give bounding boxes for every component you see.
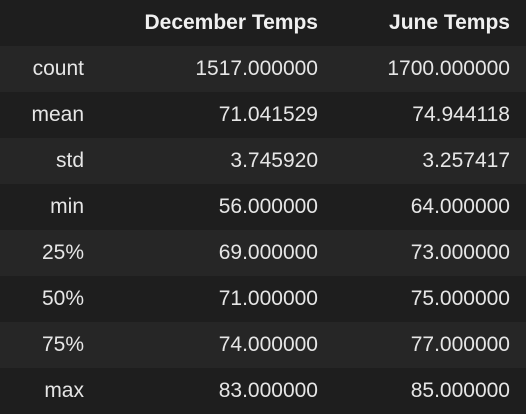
cell-december: 83.000000 — [218, 379, 318, 402]
row-label: min — [50, 195, 84, 218]
column-header-december: December Temps — [144, 11, 318, 34]
row-label: 25% — [41, 241, 84, 264]
cell-june: 73.000000 — [410, 241, 510, 264]
cell-december: 3.745920 — [230, 149, 318, 172]
cell-june: 77.000000 — [410, 333, 510, 356]
cell-december: 71.041529 — [218, 103, 318, 126]
column-header-june: June Temps — [389, 11, 510, 34]
table-row: 50% 71.000000 75.000000 — [0, 276, 526, 322]
index-header — [0, 0, 98, 46]
row-label: 50% — [41, 287, 84, 310]
cell-june: 1700.000000 — [387, 57, 510, 80]
table-row: max 83.000000 85.000000 — [0, 368, 526, 414]
row-label: max — [44, 379, 84, 402]
table-row: 25% 69.000000 73.000000 — [0, 230, 526, 276]
row-label: 75% — [41, 333, 84, 356]
cell-june: 75.000000 — [410, 287, 510, 310]
cell-december: 71.000000 — [218, 287, 318, 310]
row-label: count — [32, 57, 84, 80]
table-row: std 3.745920 3.257417 — [0, 138, 526, 184]
table-row: min 56.000000 64.000000 — [0, 184, 526, 230]
cell-june: 85.000000 — [410, 379, 510, 402]
cell-december: 1517.000000 — [195, 57, 318, 80]
row-label: std — [55, 149, 84, 172]
cell-june: 64.000000 — [410, 195, 510, 218]
header-row: December Temps June Temps — [0, 0, 526, 46]
table-row: count 1517.000000 1700.000000 — [0, 46, 526, 92]
table-row: 75% 74.000000 77.000000 — [0, 322, 526, 368]
row-label: mean — [31, 103, 84, 126]
cell-december: 56.000000 — [218, 195, 318, 218]
cell-june: 74.944118 — [412, 103, 510, 126]
cell-december: 69.000000 — [218, 241, 318, 264]
cell-june: 3.257417 — [422, 149, 510, 172]
cell-december: 74.000000 — [218, 333, 318, 356]
table-row: mean 71.041529 74.944118 — [0, 92, 526, 138]
